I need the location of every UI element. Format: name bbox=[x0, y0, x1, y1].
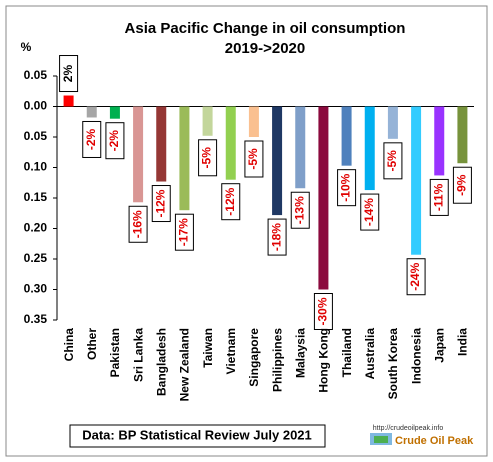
value-label-box bbox=[105, 122, 125, 160]
chart-subtitle: 2019->2020 bbox=[225, 40, 306, 57]
bar bbox=[63, 95, 74, 107]
value-label: -13% bbox=[292, 196, 306, 224]
value-label-box bbox=[360, 193, 380, 231]
y-tick-label: 0.30 bbox=[24, 282, 48, 296]
value-label: -16% bbox=[130, 210, 144, 238]
x-tick-label: Vietnam bbox=[224, 328, 238, 374]
bar bbox=[295, 106, 306, 189]
value-label-box bbox=[221, 183, 241, 221]
value-label-box bbox=[383, 142, 403, 180]
bar bbox=[457, 106, 468, 164]
value-label-box bbox=[313, 293, 333, 330]
bar bbox=[109, 106, 120, 119]
source: Data: BP Statistical Review July 2021 bbox=[82, 427, 312, 442]
x-tick-label: Sri Lanka bbox=[131, 328, 145, 382]
y-tick-label: 0.05 bbox=[24, 68, 48, 82]
value-label: -2% bbox=[84, 128, 98, 150]
y-unit: % bbox=[21, 40, 32, 54]
logo-text: Crude Oil Peak bbox=[395, 435, 474, 447]
x-tick-label: Thailand bbox=[340, 328, 354, 377]
x-tick-label: Japan bbox=[432, 328, 446, 363]
y-tick-label: 0.25 bbox=[24, 251, 48, 265]
chart-frame bbox=[5, 5, 488, 457]
x-tick-label: Singapore bbox=[247, 328, 261, 387]
value-label-box bbox=[198, 139, 218, 177]
bar bbox=[411, 106, 422, 255]
x-tick-label: Indonesia bbox=[409, 328, 423, 384]
value-label: -2% bbox=[107, 130, 121, 152]
y-tick-label: 0.10 bbox=[24, 160, 48, 174]
value-label-box bbox=[59, 55, 79, 93]
value-label: -12% bbox=[223, 187, 237, 215]
x-tick-label: India bbox=[456, 328, 470, 356]
value-label: -17% bbox=[177, 218, 191, 246]
value-label-box bbox=[174, 213, 194, 251]
source-box bbox=[69, 424, 326, 448]
value-label: -5% bbox=[200, 147, 214, 169]
x-tick-label: Bangladesh bbox=[154, 328, 168, 396]
bar bbox=[387, 106, 398, 139]
bar bbox=[202, 106, 213, 136]
value-label-box bbox=[267, 218, 287, 256]
y-tick-label: 0.20 bbox=[24, 221, 48, 235]
bar bbox=[179, 106, 190, 211]
value-label: -11% bbox=[431, 183, 445, 211]
value-label-box bbox=[406, 258, 426, 296]
x-tick-label: Pakistan bbox=[108, 328, 122, 377]
value-label-box bbox=[429, 178, 449, 216]
bar bbox=[133, 106, 144, 203]
value-label-box bbox=[290, 191, 310, 229]
x-tick-label: China bbox=[62, 328, 76, 362]
x-tick-label: Taiwan bbox=[201, 328, 215, 368]
value-label: -9% bbox=[455, 174, 469, 196]
logo: http://crudeoilpeak.info Crude Oil Peak bbox=[370, 425, 474, 447]
value-label: -18% bbox=[269, 223, 283, 251]
y-tick-label: 0.15 bbox=[24, 190, 48, 204]
value-label-box bbox=[82, 120, 102, 158]
value-label-box bbox=[337, 169, 357, 207]
bar bbox=[272, 106, 283, 216]
x-tick-label: Other bbox=[85, 328, 99, 360]
x-tick-label: Malaysia bbox=[293, 328, 307, 378]
value-label-box bbox=[151, 185, 171, 223]
value-label: -14% bbox=[362, 198, 376, 226]
bar bbox=[341, 106, 352, 166]
value-label: -5% bbox=[246, 148, 260, 170]
bar bbox=[86, 106, 97, 118]
bar bbox=[225, 106, 236, 180]
value-label: 2% bbox=[61, 65, 75, 83]
value-label-box bbox=[452, 166, 472, 204]
chart-title: Asia Pacific Change in oil consumption bbox=[125, 20, 406, 37]
value-label: -24% bbox=[408, 262, 422, 290]
y-tick-label: 0.05 bbox=[24, 129, 48, 143]
bar bbox=[318, 106, 329, 290]
bar bbox=[248, 106, 259, 137]
x-tick-label: Hong Kong bbox=[317, 328, 331, 393]
y-tick-label: 0.35 bbox=[24, 312, 48, 326]
value-label: -5% bbox=[385, 150, 399, 172]
value-label: -10% bbox=[339, 173, 353, 201]
value-label-box bbox=[128, 205, 148, 243]
bar bbox=[364, 106, 375, 191]
bar bbox=[156, 106, 167, 182]
x-tick-label: Australia bbox=[363, 328, 377, 380]
x-tick-label: Philippines bbox=[270, 328, 284, 392]
value-label: -30% bbox=[316, 297, 330, 325]
y-tick-label: 0.00 bbox=[24, 99, 48, 113]
logo-url: http://crudeoilpeak.info bbox=[373, 425, 444, 432]
value-label-box bbox=[244, 140, 264, 178]
logo-icon-land bbox=[374, 436, 388, 443]
x-tick-label: South Korea bbox=[386, 328, 400, 400]
bar bbox=[434, 106, 445, 176]
x-tick-label: New Zealand bbox=[178, 328, 192, 401]
value-label: -12% bbox=[153, 189, 167, 217]
